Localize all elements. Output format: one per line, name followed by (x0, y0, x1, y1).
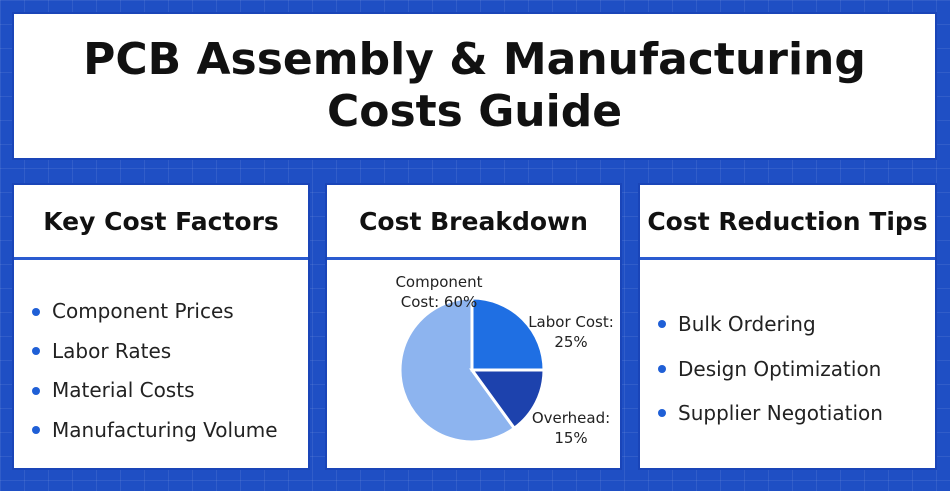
list-item: Manufacturing Volume (32, 411, 308, 451)
page-title: PCB Assembly & Manufacturing Costs Guide (83, 34, 866, 137)
slice-label: Overhead: 15% (531, 409, 611, 447)
list-item: Material Costs (32, 371, 308, 411)
pie-slice (469, 368, 546, 431)
panel: Cost Breakdown Component Cost: 60% Labor … (325, 183, 622, 470)
slice-label: Labor Cost: 25% (528, 313, 614, 351)
panel: Cost Reduction Tips Bulk Ordering Design … (638, 183, 937, 470)
list-item: Component Prices (32, 292, 308, 332)
list-item: Design Optimization (658, 347, 935, 392)
header: PCB Assembly & Manufacturing Costs Guide (12, 12, 937, 160)
slice-label: Component Cost: 60% (395, 273, 483, 311)
panel-title: Cost Breakdown (327, 185, 620, 260)
list-item: Labor Rates (32, 332, 308, 372)
panel: Key Cost Factors Component Prices Labor R… (12, 183, 310, 470)
list-item: Bulk Ordering (658, 302, 935, 347)
pie-chart (398, 296, 546, 444)
panel-title: Key Cost Factors (14, 185, 308, 260)
pie-slice (398, 296, 517, 444)
list-item: Supplier Negotiation (658, 391, 935, 436)
pie-slice (470, 296, 546, 372)
panel-title: Cost Reduction Tips (640, 185, 935, 260)
list: Component Prices Labor Rates Material Cost… (14, 260, 308, 450)
list: Bulk Ordering Design Optimization Supplier… (640, 260, 935, 436)
